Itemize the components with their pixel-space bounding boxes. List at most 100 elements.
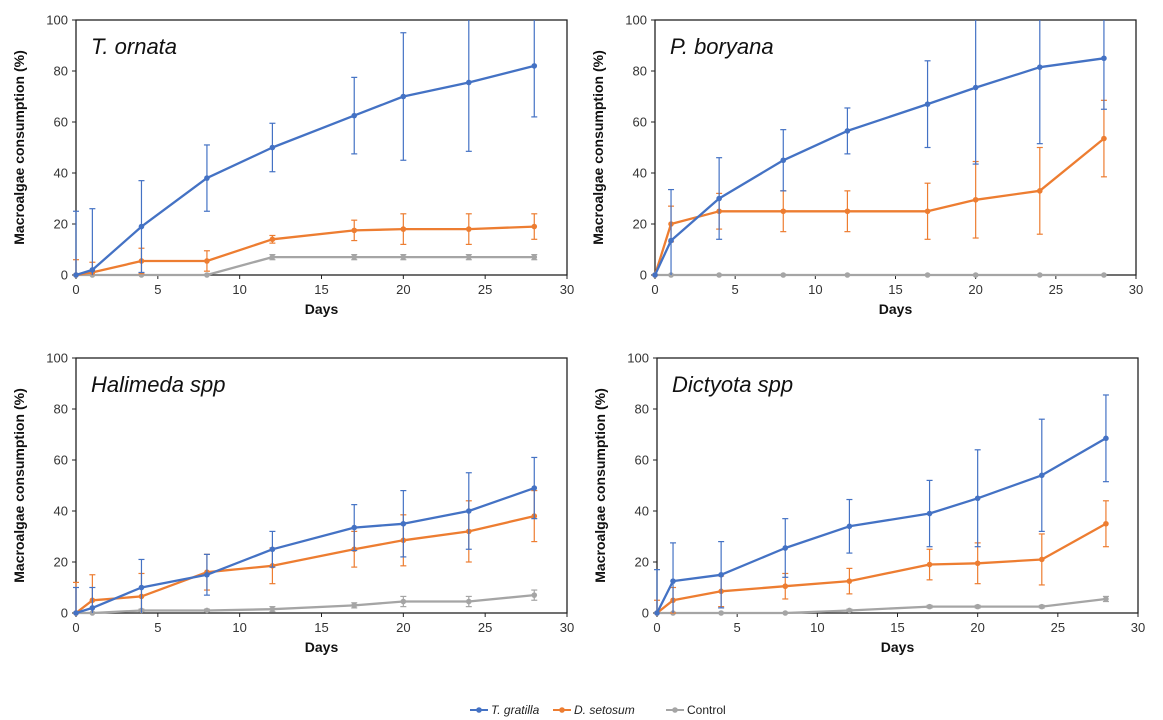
data-point [466, 508, 472, 514]
data-point [1037, 64, 1043, 70]
data-point [846, 607, 853, 614]
y-tick-label: 80 [633, 64, 647, 79]
y-tick-label: 0 [642, 606, 649, 621]
legend: T. gratilla D. setosum Control [470, 703, 726, 717]
x-tick-label: 5 [732, 282, 739, 297]
x-tick-label: 5 [734, 620, 741, 635]
data-point [780, 157, 787, 164]
legend-swatch-marker [672, 707, 678, 713]
data-point [1037, 272, 1043, 278]
chart-panel-2: 0 20 40 60 80 100 0 5 10 15 20 25 30 Days Macroalgae c… [590, 13, 1143, 318]
x-tick-label: 0 [653, 620, 660, 635]
y-axis-title: Macroalgae consumption (%) [11, 50, 27, 244]
data-point [204, 272, 210, 278]
data-point [269, 546, 276, 553]
data-point [531, 63, 538, 69]
x-tick-label: 5 [154, 282, 161, 297]
y-tick-label: 60 [54, 115, 68, 130]
panel-title: T. ornata [91, 34, 177, 59]
data-point [974, 560, 981, 567]
data-point [531, 223, 538, 230]
data-point [780, 208, 787, 215]
data-point [924, 101, 931, 107]
data-point [400, 226, 407, 232]
data-point [1039, 603, 1045, 610]
legend-swatch-marker [476, 707, 482, 713]
x-tick-label: 10 [232, 620, 246, 635]
chart-panel-3: 0 20 40 60 80 100 0 5 10 15 20 25 30 Days Macroalgae c… [11, 351, 574, 656]
y-tick-label: 100 [627, 351, 649, 366]
data-point [844, 128, 851, 134]
series-t-gratilla [73, 20, 538, 278]
data-point [668, 237, 674, 244]
data-point [926, 510, 933, 517]
x-axis-title: Days [305, 301, 339, 317]
data-point [924, 272, 931, 278]
chart-panel-1: 0 20 40 60 80 100 0 5 10 15 20 25 30 Days Macroalgae c… [11, 13, 574, 318]
data-point [400, 93, 407, 100]
data-point [718, 610, 724, 616]
data-point [972, 196, 979, 203]
y-axis-title: Macroalgae consumption (%) [592, 388, 608, 582]
x-tick-label: 15 [890, 620, 904, 635]
data-point [780, 272, 787, 278]
series-t-gratilla [652, 20, 1107, 278]
data-point [716, 272, 722, 278]
data-point [1103, 520, 1109, 527]
y-tick-label: 60 [54, 453, 68, 468]
data-point [269, 606, 276, 612]
x-tick-label: 15 [314, 620, 328, 635]
series-control [73, 254, 538, 278]
data-point [1037, 188, 1043, 194]
x-tick-label: 0 [651, 282, 658, 297]
panel-title: Halimeda spp [91, 372, 226, 397]
data-point [844, 272, 851, 278]
data-point [466, 598, 472, 605]
legend-item-2: D. setosum [553, 703, 635, 717]
y-tick-label: 100 [46, 13, 68, 28]
data-point [670, 578, 676, 584]
legend-item-1: T. gratilla [470, 703, 540, 717]
panel-title: P. boryana [670, 34, 774, 59]
data-point [204, 607, 210, 614]
y-tick-label: 0 [640, 268, 647, 283]
x-tick-label: 30 [560, 620, 574, 635]
y-tick-label: 0 [61, 606, 68, 621]
x-tick-label: 25 [478, 282, 492, 297]
data-point [531, 254, 538, 260]
y-tick-label: 60 [635, 453, 649, 468]
x-tick-label: 30 [1129, 282, 1143, 297]
x-tick-label: 25 [1051, 620, 1065, 635]
data-point [351, 254, 358, 260]
y-tick-label: 40 [54, 504, 68, 519]
data-point [269, 236, 276, 243]
data-point [351, 602, 358, 609]
x-tick-label: 10 [808, 282, 822, 297]
x-tick-label: 5 [154, 620, 161, 635]
data-point [269, 254, 276, 260]
y-tick-label: 0 [61, 268, 68, 283]
data-point [926, 561, 933, 568]
series-control [654, 595, 1109, 616]
x-tick-label: 20 [970, 620, 984, 635]
y-axis-title: Macroalgae consumption (%) [590, 50, 606, 244]
series-d-setosum [652, 99, 1107, 278]
legend-label: T. gratilla [491, 703, 540, 717]
legend-label: Control [687, 703, 726, 717]
x-axis-title: Days [881, 639, 915, 655]
y-tick-label: 20 [54, 555, 68, 570]
data-point [652, 272, 658, 278]
data-point [531, 485, 538, 491]
legend-swatch-marker [559, 707, 565, 713]
x-axis-title: Days [879, 301, 913, 317]
series-t-gratilla [73, 456, 538, 616]
data-point [138, 223, 145, 230]
data-point [204, 258, 210, 264]
x-tick-label: 0 [72, 282, 79, 297]
data-point [718, 571, 724, 578]
data-point [89, 605, 96, 611]
data-point [531, 592, 538, 598]
data-point [716, 195, 722, 202]
series-control [73, 589, 538, 616]
